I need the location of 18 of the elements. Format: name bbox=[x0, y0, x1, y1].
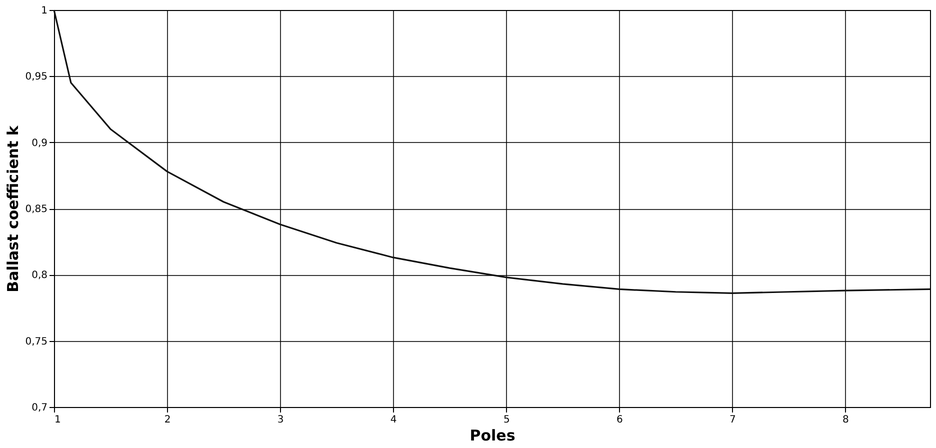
y-tick-label: 0,75 bbox=[25, 336, 48, 348]
y-tick-label: 0,9 bbox=[32, 138, 48, 149]
x-tick-label: 3 bbox=[277, 414, 284, 426]
y-tick-label: 0,8 bbox=[32, 270, 48, 282]
x-tick-label: 2 bbox=[164, 414, 171, 426]
x-tick-label: 5 bbox=[503, 414, 510, 426]
y-tick-label: 0,7 bbox=[32, 402, 48, 414]
x-axis-title: Poles bbox=[470, 426, 516, 444]
x-tick-label: 8 bbox=[842, 414, 849, 426]
y-tick-label: 0,95 bbox=[25, 72, 48, 83]
y-tick-label: 1 bbox=[41, 6, 48, 16]
line-series bbox=[53, 9, 931, 294]
x-tick-label: 6 bbox=[616, 414, 623, 426]
x-tick-label: 7 bbox=[730, 414, 736, 426]
y-tick-label: 0,85 bbox=[25, 204, 48, 215]
x-tick-label: 4 bbox=[390, 414, 397, 426]
y-axis-title: Ballast coefficient k bbox=[4, 124, 22, 292]
x-tick-label: 1 bbox=[54, 414, 61, 426]
